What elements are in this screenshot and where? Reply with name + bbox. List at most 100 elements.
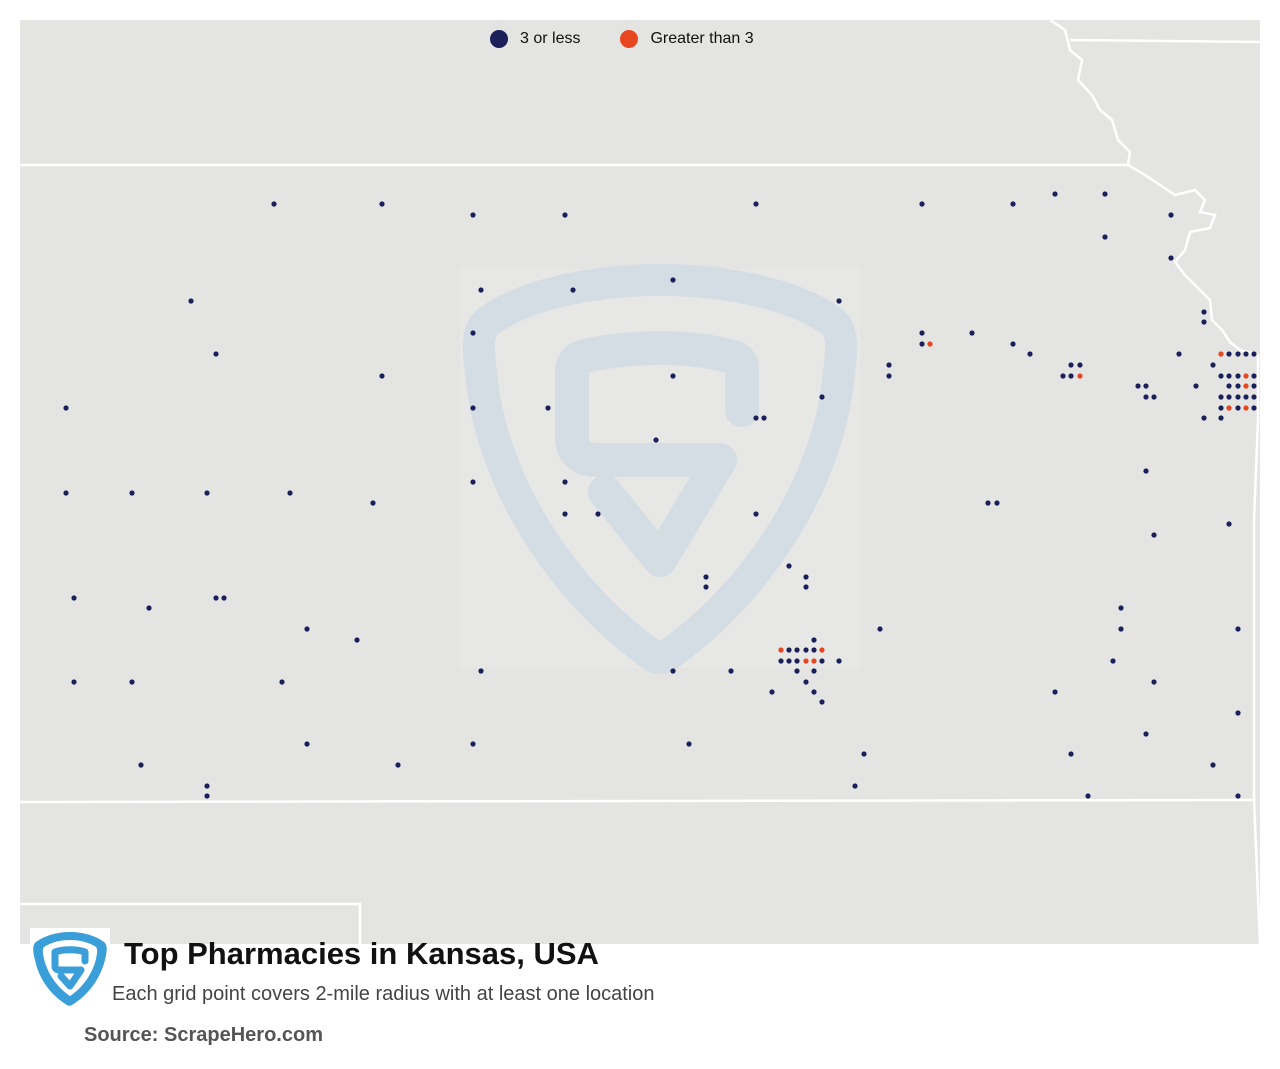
scrapehero-logo-icon <box>30 928 110 1008</box>
grid-point-low <box>271 201 277 207</box>
grid-point-low <box>1218 405 1224 411</box>
grid-point-low <box>1226 521 1232 527</box>
grid-point-low <box>1068 362 1074 368</box>
grid-point-low <box>1235 793 1241 799</box>
grid-point-low <box>188 298 194 304</box>
state-borders <box>19 18 1262 944</box>
grid-point-low <box>803 584 809 590</box>
grid-point-low <box>836 298 842 304</box>
grid-point-low <box>1168 212 1174 218</box>
grid-point-high <box>927 341 933 347</box>
grid-point-low <box>877 626 883 632</box>
grid-point-low <box>204 793 210 799</box>
grid-point-low <box>1218 394 1224 400</box>
grid-point-low <box>811 689 817 695</box>
grid-point-low <box>379 373 385 379</box>
grid-point-low <box>1143 731 1149 737</box>
kansas-map <box>19 18 1262 944</box>
grid-point-low <box>969 330 975 336</box>
grid-point-low <box>1235 405 1241 411</box>
grid-point-low <box>786 563 792 569</box>
grid-point-low <box>1010 341 1016 347</box>
grid-point-low <box>852 783 858 789</box>
grid-point-low <box>985 500 991 506</box>
legend: 3 or less Greater than 3 <box>490 30 754 48</box>
grid-point-low <box>786 658 792 664</box>
legend-item-high[interactable]: Greater than 3 <box>620 30 754 48</box>
grid-point-low <box>1218 415 1224 421</box>
grid-point-low <box>1235 373 1241 379</box>
grid-point-low <box>470 741 476 747</box>
grid-point-low <box>1110 658 1116 664</box>
grid-point-low <box>994 500 1000 506</box>
grid-point-low <box>653 437 659 443</box>
grid-point-low <box>1027 351 1033 357</box>
grid-point-high <box>1243 383 1249 389</box>
grid-point-low <box>819 394 825 400</box>
grid-point-low <box>670 668 676 674</box>
grid-point-high <box>811 658 817 664</box>
grid-point-low <box>753 415 759 421</box>
grid-point-high <box>819 647 825 653</box>
grid-point-low <box>803 574 809 580</box>
grid-point-low <box>794 668 800 674</box>
grid-point-low <box>786 647 792 653</box>
grid-point-low <box>1118 605 1124 611</box>
grid-point-high <box>803 658 809 664</box>
grid-point-low <box>221 595 227 601</box>
grid-point-high <box>1243 373 1249 379</box>
grid-point-low <box>1210 362 1216 368</box>
grid-point-low <box>1068 751 1074 757</box>
grid-point-low <box>570 287 576 293</box>
grid-point-low <box>819 699 825 705</box>
legend-item-low[interactable]: 3 or less <box>490 30 580 48</box>
grid-point-low <box>778 658 784 664</box>
grid-point-low <box>1235 710 1241 716</box>
grid-point-low <box>686 741 692 747</box>
grid-point-low <box>1151 679 1157 685</box>
grid-point-low <box>304 741 310 747</box>
grid-point-low <box>811 668 817 674</box>
grid-point-low <box>886 373 892 379</box>
grid-point-low <box>1143 394 1149 400</box>
grid-point-low <box>562 479 568 485</box>
grid-point-low <box>1251 351 1257 357</box>
grid-point-high <box>1218 351 1224 357</box>
grid-point-low <box>1218 373 1224 379</box>
grid-point-low <box>595 511 601 517</box>
grid-point-low <box>703 574 709 580</box>
legend-label-high: Greater than 3 <box>650 30 754 47</box>
grid-point-low <box>395 762 401 768</box>
grid-point-low <box>1226 373 1232 379</box>
grid-point-low <box>287 490 293 496</box>
grid-point-low <box>794 658 800 664</box>
grid-point-low <box>919 201 925 207</box>
grid-point-low <box>1077 362 1083 368</box>
legend-dot-high-icon <box>620 30 639 48</box>
grid-point-low <box>63 490 69 496</box>
grid-point-low <box>1226 351 1232 357</box>
grid-point-low <box>1102 191 1108 197</box>
grid-point-low <box>670 373 676 379</box>
grid-point-low <box>753 201 759 207</box>
grid-point-low <box>138 762 144 768</box>
grid-point-high <box>1243 405 1249 411</box>
legend-label-low: 3 or less <box>520 30 581 47</box>
subtitle: Each grid point covers 2-mile radius wit… <box>112 983 655 1005</box>
grid-point-low <box>861 751 867 757</box>
grid-point-low <box>279 679 285 685</box>
grid-point-low <box>1102 234 1108 240</box>
grid-point-low <box>1168 255 1174 261</box>
grid-point-low <box>204 783 210 789</box>
grid-point-low <box>1235 383 1241 389</box>
grid-point-low <box>1251 394 1257 400</box>
grid-point-low <box>545 405 551 411</box>
grid-point-low <box>1251 373 1257 379</box>
grid-point-low <box>1151 532 1157 538</box>
grid-point-low <box>886 362 892 368</box>
grid-point-low <box>470 405 476 411</box>
grid-point-low <box>1135 383 1141 389</box>
grid-point-low <box>1251 405 1257 411</box>
grid-point-low <box>1235 626 1241 632</box>
grid-points <box>63 191 1257 799</box>
